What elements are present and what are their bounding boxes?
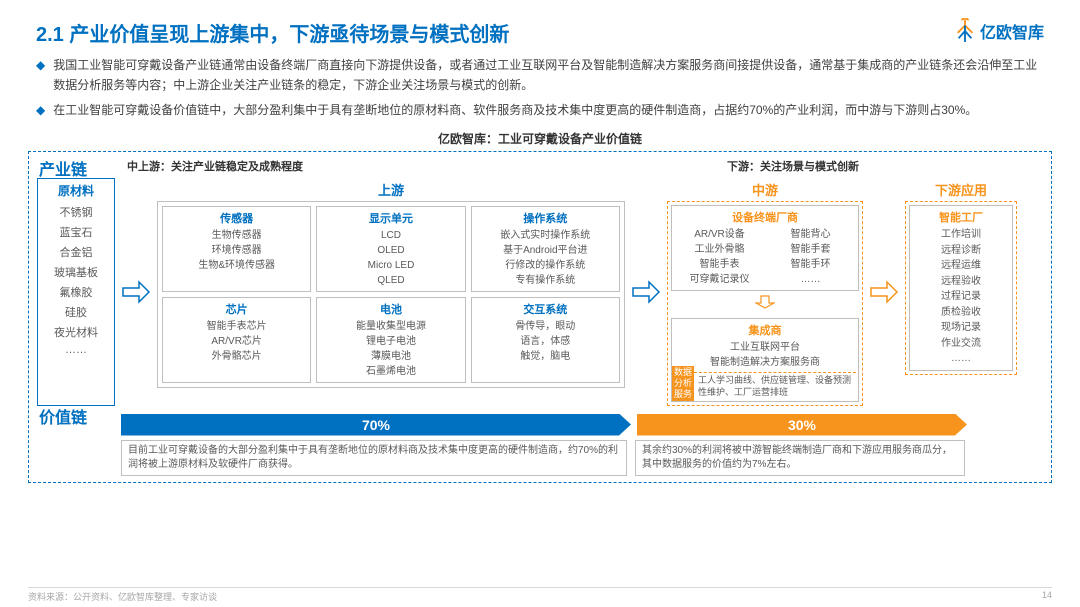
page-number: 14 xyxy=(1042,590,1052,603)
mid-up-tag: 中上游：关注产业链稳定及成熟程度 xyxy=(127,158,597,174)
brand-logo: 亿欧智库 xyxy=(954,18,1044,44)
source-text: 资料来源：公开资料、亿欧智库整理、专家访谈 xyxy=(28,590,217,603)
raw-materials-box: 原材料 不锈钢 蓝宝石 合金铝 玻璃基板 氟橡胶 硅胶 夜光材料 …… xyxy=(37,178,115,405)
bullet-item: 我国工业智能可穿戴设备产业链通常由设备终端厂商直接向下游提供设备，或者通过工业互… xyxy=(36,55,1044,96)
bar-30: 30% xyxy=(637,414,967,436)
footer: 资料来源：公开资料、亿欧智库整理、专家访谈 14 xyxy=(28,587,1052,603)
value-chain-diagram: 产业链 价值链 中上游：关注产业链稳定及成熟程度 下游：关注场景与模式创新 原材… xyxy=(28,151,1052,482)
page-title: 2.1 产业价值呈现上游集中，下游亟待场景与模式创新 xyxy=(36,18,509,47)
bullet-item: 在工业智能可穿戴设备价值链中，大部分盈利集中于具有垄断地位的原材料商、软件服务商… xyxy=(36,100,1044,120)
arrow-icon xyxy=(869,178,899,405)
arrow-icon xyxy=(121,178,151,405)
value-label: 价值链 xyxy=(39,404,87,428)
down-tag: 下游：关注场景与模式创新 xyxy=(597,158,1043,174)
desc-blue: 目前工业可穿戴设备的大部分盈利集中于具有垄断地位的原材料商及技术集中度更高的硬件… xyxy=(121,440,627,476)
arrow-icon xyxy=(631,178,661,405)
bullet-list: 我国工业智能可穿戴设备产业链通常由设备终端厂商直接向下游提供设备，或者通过工业互… xyxy=(0,55,1080,130)
chain-label: 产业链 xyxy=(39,156,87,180)
midstream-box: 中游 设备终端厂商 AR/VR设备智能背心 工业外骨骼智能手套 智能手表智能手环… xyxy=(667,178,863,405)
value-bar: 70% 30% xyxy=(37,414,1043,436)
desc-orange: 其余约30%的利润将被中游智能终端制造厂商和下游应用服务商瓜分，其中数据服务的价… xyxy=(635,440,965,476)
downstream-box: 下游应用 智能工厂 工作培训 远程诊断 远程运维 远程验收 过程记录 质检验收 … xyxy=(905,178,1017,405)
upstream-box: 上游 传感器生物传感器环境传感器生物&环境传感器 显示单元LCDOLEDMicr… xyxy=(157,178,625,405)
service-tag: 数据 分析 服务 xyxy=(672,366,694,400)
chart-title: 亿欧智库：工业可穿戴设备产业价值链 xyxy=(0,130,1080,147)
bar-70: 70% xyxy=(121,414,631,436)
